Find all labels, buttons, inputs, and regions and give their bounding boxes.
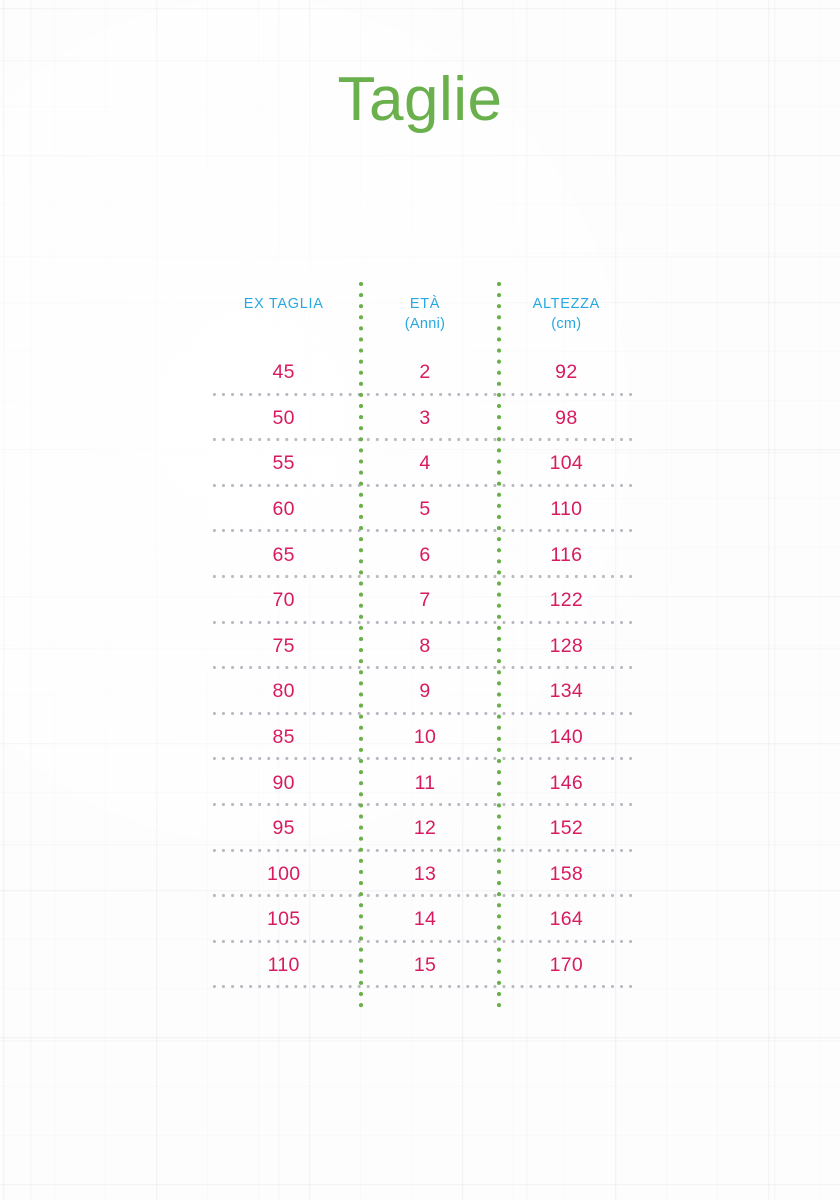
table-row: 110 15 170 bbox=[213, 943, 637, 989]
cell-ex-taglia: 85 bbox=[272, 726, 295, 749]
table-row: 50 3 98 bbox=[213, 396, 637, 442]
cell-altezza: 92 bbox=[555, 361, 578, 384]
cell-altezza: 98 bbox=[555, 406, 578, 429]
cell-altezza: 134 bbox=[549, 680, 584, 703]
column-header-eta-unit: (Anni) bbox=[404, 316, 446, 332]
cell-eta: 2 bbox=[419, 361, 431, 384]
column-header-altezza-unit: (cm) bbox=[551, 316, 582, 332]
cell-ex-taglia: 50 bbox=[272, 406, 295, 429]
column-header-altezza: ALTEZZA (cm) bbox=[496, 288, 637, 350]
cell-ex-taglia: 60 bbox=[272, 498, 295, 521]
table-row: 55 4 104 bbox=[213, 441, 637, 487]
cell-eta: 5 bbox=[419, 498, 431, 521]
cell-ex-taglia: 110 bbox=[267, 954, 300, 977]
table-row: 90 11 146 bbox=[213, 760, 637, 806]
cell-eta: 13 bbox=[413, 862, 437, 885]
table-row: 65 6 116 bbox=[213, 532, 637, 578]
table-row: 45 2 92 bbox=[213, 350, 637, 396]
page-title: Taglie bbox=[337, 64, 503, 134]
cell-eta: 14 bbox=[413, 908, 437, 931]
cell-altezza: 128 bbox=[549, 634, 584, 657]
column-header-eta: ETÀ (Anni) bbox=[354, 288, 495, 350]
table-row: 60 5 110 bbox=[213, 487, 637, 533]
cell-eta: 4 bbox=[419, 452, 431, 475]
cell-altezza: 152 bbox=[549, 817, 584, 840]
cell-eta: 7 bbox=[419, 589, 431, 612]
cell-altezza: 104 bbox=[549, 452, 584, 475]
cell-eta: 6 bbox=[419, 543, 431, 566]
cell-eta: 10 bbox=[413, 726, 437, 749]
cell-ex-taglia: 75 bbox=[272, 634, 295, 657]
cell-eta: 15 bbox=[413, 954, 437, 977]
cell-eta: 9 bbox=[419, 680, 431, 703]
table-header-row: EX TAGLIA ETÀ (Anni) ALTEZZA (cm) bbox=[213, 288, 637, 350]
cell-ex-taglia: 55 bbox=[272, 452, 295, 475]
cell-altezza: 110 bbox=[550, 498, 583, 521]
size-chart-table: EX TAGLIA ETÀ (Anni) ALTEZZA (cm) 45 2 92 5… bbox=[213, 282, 637, 1014]
cell-eta: 11 bbox=[414, 771, 436, 794]
cell-altezza: 116 bbox=[550, 543, 583, 566]
column-header-altezza-label: ALTEZZA bbox=[532, 296, 601, 312]
cell-altezza: 140 bbox=[549, 726, 584, 749]
column-header-ex-taglia: EX TAGLIA bbox=[213, 288, 354, 350]
cell-eta: 12 bbox=[413, 817, 437, 840]
column-separator-2 bbox=[497, 282, 501, 1014]
table-row: 95 12 152 bbox=[213, 806, 637, 852]
table-row: 100 13 158 bbox=[213, 852, 637, 898]
cell-ex-taglia: 45 bbox=[272, 361, 295, 384]
cell-ex-taglia: 90 bbox=[272, 771, 295, 794]
table-row: 85 10 140 bbox=[213, 715, 637, 761]
table-row: 75 8 128 bbox=[213, 624, 637, 670]
table-row: 105 14 164 bbox=[213, 897, 637, 943]
cell-eta: 8 bbox=[419, 634, 431, 657]
cell-altezza: 170 bbox=[549, 954, 584, 977]
cell-altezza: 146 bbox=[549, 771, 584, 794]
table-row: 70 7 122 bbox=[213, 578, 637, 624]
cell-ex-taglia: 80 bbox=[272, 680, 295, 703]
cell-altezza: 158 bbox=[549, 862, 584, 885]
cell-ex-taglia: 105 bbox=[266, 908, 301, 931]
column-header-ex-taglia-label: EX TAGLIA bbox=[243, 296, 324, 312]
cell-ex-taglia: 100 bbox=[266, 862, 301, 885]
cell-altezza: 164 bbox=[549, 908, 584, 931]
cell-altezza: 122 bbox=[549, 589, 584, 612]
table-row: 80 9 134 bbox=[213, 669, 637, 715]
cell-ex-taglia: 70 bbox=[272, 589, 295, 612]
cell-ex-taglia: 95 bbox=[272, 817, 295, 840]
cell-eta: 3 bbox=[419, 406, 431, 429]
column-separator-1 bbox=[359, 282, 363, 1014]
table-body: 45 2 92 50 3 98 55 4 104 60 5 110 65 6 116 70 7 122 75 8 128… bbox=[213, 350, 637, 988]
cell-ex-taglia: 65 bbox=[272, 543, 295, 566]
column-header-eta-label: ETÀ bbox=[409, 296, 441, 312]
